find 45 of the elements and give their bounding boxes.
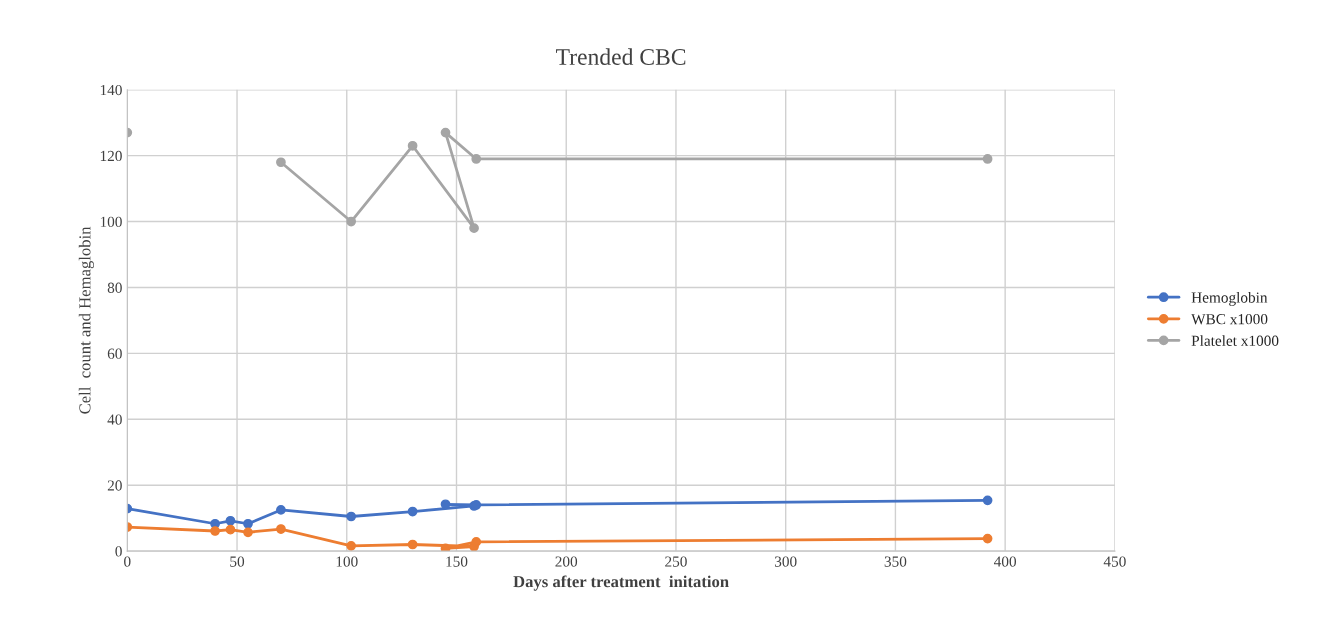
y-tick-label: 140 [100, 84, 122, 96]
y-tick-label: 60 [107, 348, 122, 359]
point [982, 533, 993, 544]
x-tick-label: 250 [665, 556, 687, 567]
y-tick-label: 120 [100, 150, 122, 162]
point [469, 223, 479, 234]
point [243, 527, 253, 538]
legend-label: Platelet x1000 [1191, 335, 1279, 346]
x-tick-label: 50 [230, 556, 245, 567]
point [407, 140, 418, 151]
chart-title: Trended CBC [556, 48, 686, 65]
y-tick-label: 20 [107, 480, 122, 491]
point [346, 511, 357, 522]
y-axis-title: Cell count and Hemaglobin [78, 226, 94, 414]
point [407, 539, 418, 550]
point [225, 524, 236, 535]
legend-label: Hemoglobin [1191, 291, 1268, 306]
x-tick-label: 350 [884, 556, 907, 567]
x-tick-label: 0 [124, 556, 131, 567]
y-tick-label: 100 [100, 216, 122, 228]
point [210, 526, 220, 536]
point [407, 506, 418, 517]
x-tick-label: 450 [1103, 556, 1126, 567]
point [982, 495, 993, 506]
x-tick-label: 200 [555, 556, 578, 567]
y-tick-label: 80 [107, 282, 122, 293]
x-tick-label: 400 [993, 556, 1017, 567]
point [346, 540, 357, 551]
point [346, 216, 357, 227]
x-tick-label: 100 [336, 556, 358, 567]
legend-label: WBC x1000 [1191, 314, 1268, 325]
point [276, 505, 286, 515]
point [471, 154, 482, 164]
x-tick-label: 300 [774, 556, 797, 567]
point [243, 518, 253, 529]
y-tick-label: 0 [115, 546, 122, 557]
point [225, 515, 236, 526]
point [276, 524, 286, 534]
point [471, 537, 482, 547]
y-tick-label: 40 [107, 414, 122, 425]
x-axis-title: Days after treatment initation [513, 575, 729, 591]
point [276, 157, 286, 168]
point [440, 127, 451, 138]
point [982, 154, 993, 164]
x-tick-label: 150 [446, 556, 468, 567]
